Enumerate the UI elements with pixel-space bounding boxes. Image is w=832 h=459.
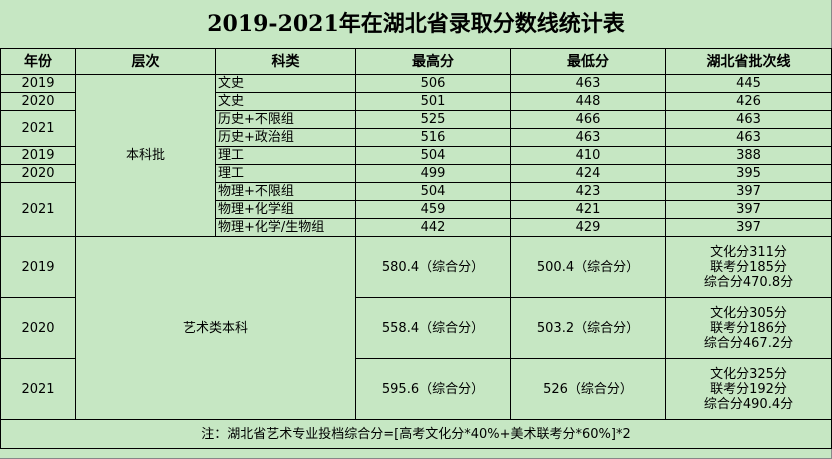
footnote: 注：湖北省艺术专业投档综合分=[高考文化分*40%+美术联考分*60%]*2 [0,419,832,449]
max-cell: 558.4（综合分） [355,297,511,359]
table-row: 2021 595.6（综合分） 526（综合分） 文化分325分 联考分192分… [0,358,832,420]
header-min: 最低分 [510,48,666,75]
min-cell: 421 [510,200,666,219]
exam-score: 联考分192分 [710,381,787,397]
table-row: 2020 558.4（综合分） 503.2（综合分） 文化分305分 联考分18… [0,297,832,359]
header-row: 年份 层次 科类 最高分 最低分 湖北省批次线 [0,48,832,75]
max-cell: 504 [355,182,511,201]
line-cell: 463 [665,110,832,129]
min-cell: 423 [510,182,666,201]
subject-cell: 文史 [215,92,356,111]
line-cell: 395 [665,164,832,183]
min-cell: 410 [510,146,666,165]
min-cell: 429 [510,218,666,237]
year-cell: 2020 [0,297,76,359]
line-cell: 463 [665,128,832,147]
table-row: 历史+政治组 516 463 463 [1,128,832,147]
max-cell: 580.4（综合分） [355,236,511,298]
min-cell: 500.4（综合分） [510,236,666,298]
exam-score: 联考分186分 [710,320,787,336]
line-cell: 397 [665,200,832,219]
subject-cell: 理工 [215,164,356,183]
line-cell: 397 [665,182,832,201]
min-cell: 424 [510,164,666,183]
subject-cell: 历史+不限组 [215,110,356,129]
max-cell: 506 [355,74,511,93]
header-year: 年份 [0,48,76,75]
year-cell: 2021 [0,358,76,420]
header-subject: 科类 [215,48,356,75]
line-cell: 文化分311分 联考分185分 综合分470.8分 [665,236,832,298]
subject-cell: 物理+不限组 [215,182,356,201]
subject-cell: 物理+化学/生物组 [215,218,356,237]
level-cell: 本科批 [75,74,216,237]
year-cell: 2019 [0,146,76,165]
max-cell: 516 [355,128,511,147]
min-cell: 466 [510,110,666,129]
note-row: 注：湖北省艺术专业投档综合分=[高考文化分*40%+美术联考分*60%]*2 [0,419,832,449]
subject-cell: 理工 [215,146,356,165]
min-cell: 448 [510,92,666,111]
art-level-cell: 艺术类本科 [75,236,356,420]
culture-score: 文化分311分 [710,244,787,260]
max-cell: 499 [355,164,511,183]
culture-score: 文化分325分 [710,366,787,382]
score-table: 年份 层次 科类 最高分 最低分 湖北省批次线 2019 本科批 文史 506 … [0,48,832,449]
exam-score: 联考分185分 [710,259,787,275]
subject-cell: 历史+政治组 [215,128,356,147]
line-cell: 文化分325分 联考分192分 综合分490.4分 [665,358,832,420]
table-row: 2021 历史+不限组 525 466 463 [0,110,832,147]
min-cell: 503.2（综合分） [510,297,666,359]
composite-score: 综合分490.4分 [703,396,794,412]
table-row: 2019 本科批 文史 506 463 445 [0,74,832,237]
max-cell: 501 [355,92,511,111]
header-max: 最高分 [355,48,511,75]
line-cell: 388 [665,146,832,165]
culture-score: 文化分305分 [710,305,787,321]
line-cell: 445 [665,74,832,93]
year-cell: 2021 [0,182,76,237]
max-cell: 459 [355,200,511,219]
composite-score: 综合分467.2分 [703,335,794,351]
table-row: 2019 艺术类本科 580.4（综合分） 500.4（综合分） 文化分311分… [0,236,832,420]
header-level: 层次 [75,48,216,75]
max-cell: 595.6（综合分） [355,358,511,420]
min-cell: 526（综合分） [510,358,666,420]
table-row: 物理+化学/生物组 442 429 397 [1,218,832,237]
line-cell: 397 [665,218,832,237]
max-cell: 525 [355,110,511,129]
max-cell: 504 [355,146,511,165]
composite-score: 综合分470.8分 [703,274,794,290]
table-title: 2019-2021年在湖北省录取分数线统计表 [0,0,832,49]
min-cell: 463 [510,74,666,93]
year-cell: 2020 [0,92,76,111]
max-cell: 442 [355,218,511,237]
year-cell: 2019 [0,74,76,93]
table-row: 2021 物理+不限组 504 423 397 [0,182,832,237]
subject-cell: 文史 [215,74,356,93]
line-cell: 文化分305分 联考分186分 综合分467.2分 [665,297,832,359]
header-line: 湖北省批次线 [665,48,832,75]
year-cell: 2021 [0,110,76,147]
subject-cell: 物理+化学组 [215,200,356,219]
year-cell: 2019 [0,236,76,298]
line-cell: 426 [665,92,832,111]
min-cell: 463 [510,128,666,147]
year-cell: 2020 [0,164,76,183]
